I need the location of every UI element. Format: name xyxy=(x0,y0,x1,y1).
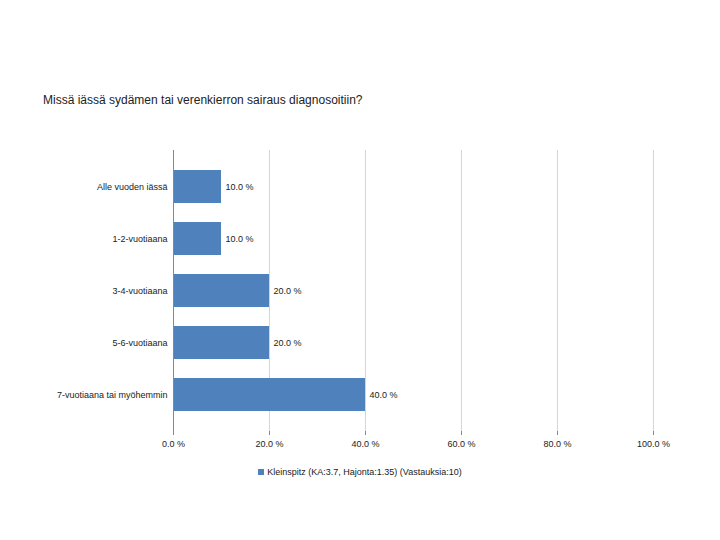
svg-text:100.0 %: 100.0 % xyxy=(637,439,670,449)
svg-text:80.0 %: 80.0 % xyxy=(543,439,571,449)
svg-text:10.0 %: 10.0 % xyxy=(226,234,254,244)
svg-text:20.0 %: 20.0 % xyxy=(255,439,283,449)
svg-text:1-2-vuotiaana: 1-2-vuotiaana xyxy=(112,234,167,244)
svg-text:40.0 %: 40.0 % xyxy=(351,439,379,449)
svg-text:20.0 %: 20.0 % xyxy=(274,338,302,348)
html-text:Missä iässä sydämen tai verenk: Missä iässä sydämen tai verenkierron sai… xyxy=(43,93,363,107)
html-text:Kleinspitz (KA:3.7, Hajonta:1.: Kleinspitz (KA:3.7, Hajonta:1.35) (Vasta… xyxy=(267,466,462,477)
svg-text:0.0 %: 0.0 % xyxy=(162,439,185,449)
svg-text:3-4-vuotiaana: 3-4-vuotiaana xyxy=(112,286,167,296)
svg-text:40.0 %: 40.0 % xyxy=(370,390,398,400)
svg-text:60.0 %: 60.0 % xyxy=(447,439,475,449)
svg-text:20.0 %: 20.0 % xyxy=(274,286,302,296)
svg-text:10.0 %: 10.0 % xyxy=(226,182,254,192)
svg-text:7-vuotiaana tai myöhemmin: 7-vuotiaana tai myöhemmin xyxy=(57,390,168,400)
svg-text:5-6-vuotiaana: 5-6-vuotiaana xyxy=(112,338,167,348)
svg-text:Alle vuoden iässä: Alle vuoden iässä xyxy=(97,182,168,192)
